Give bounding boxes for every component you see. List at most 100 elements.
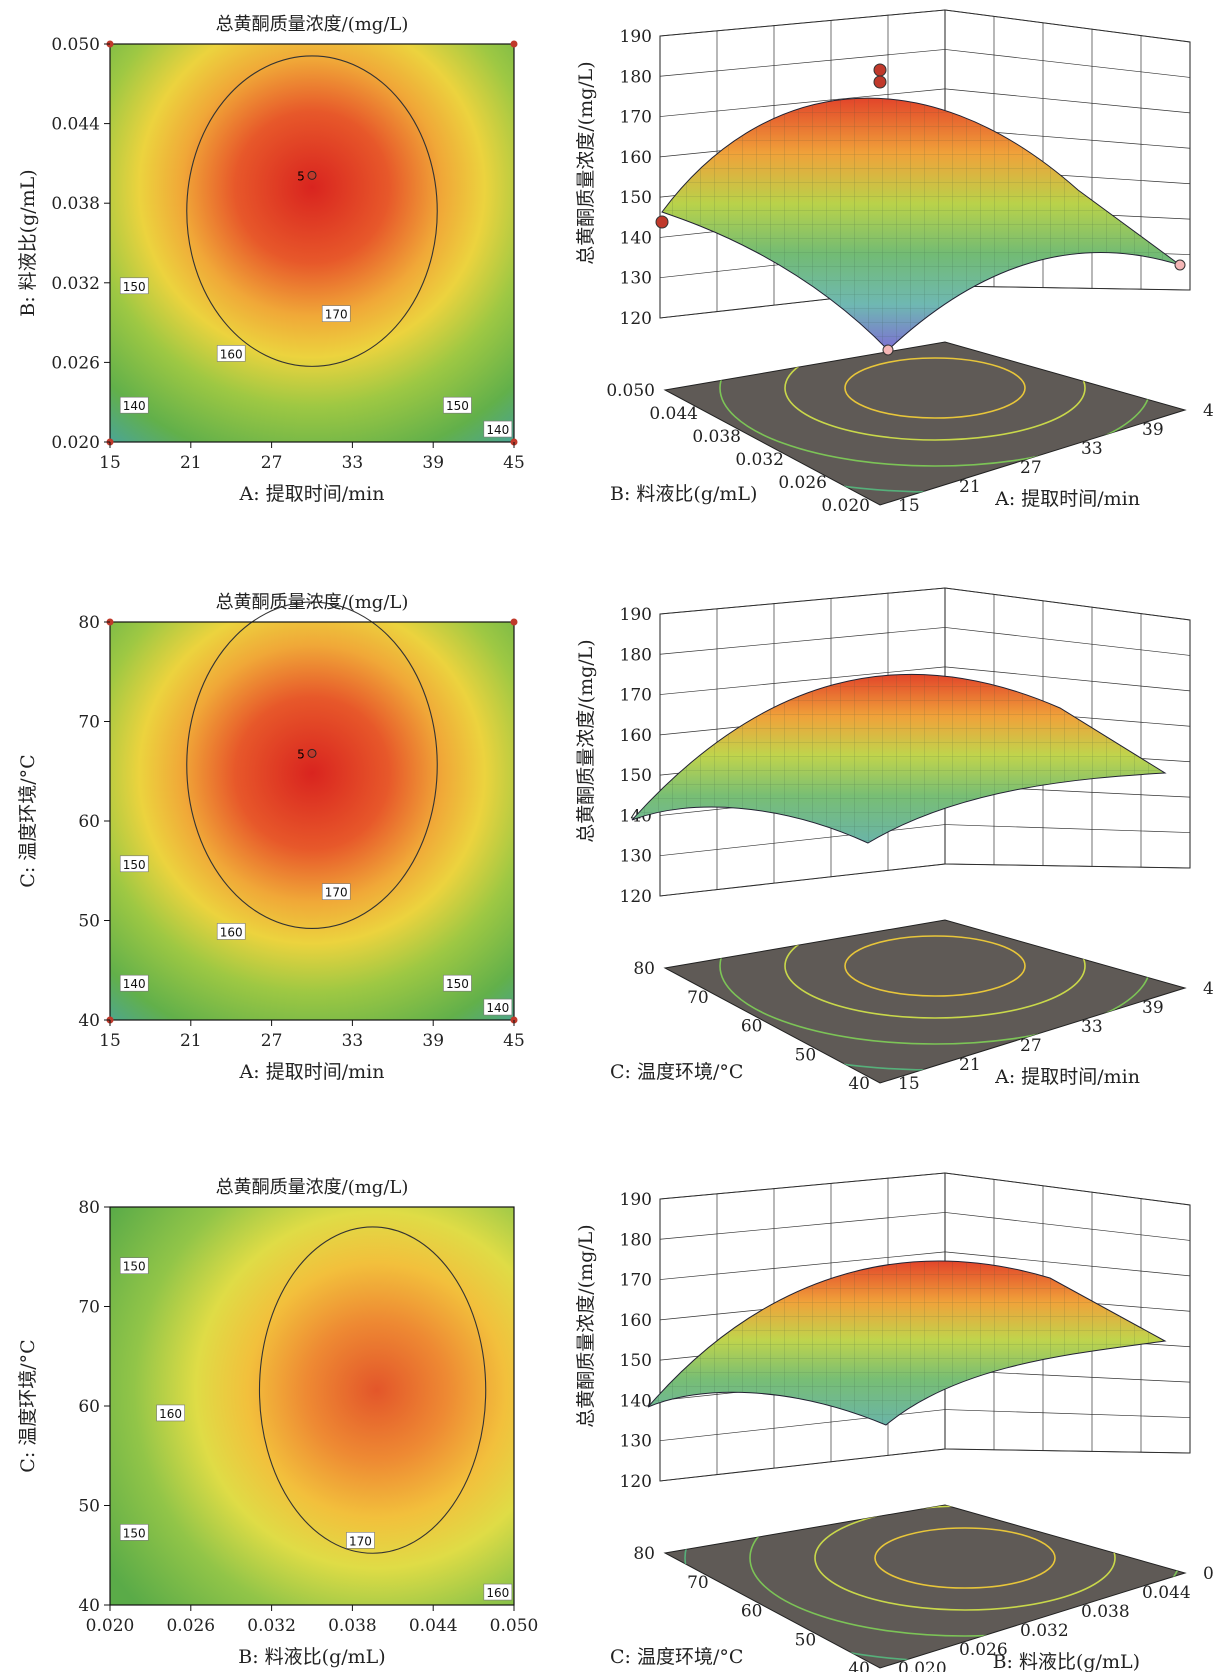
x-tick-label: 39 <box>1142 998 1164 1018</box>
y-tick-label: 50 <box>78 912 100 932</box>
z-tick-label: 120 <box>620 1472 652 1492</box>
z-tick-label: 150 <box>620 1351 652 1371</box>
x-tick-label: 0.044 <box>409 1616 458 1636</box>
center-label: 5 <box>297 169 305 183</box>
grid-line <box>659 1251 946 1280</box>
floor-contour <box>874 1527 1056 1589</box>
z-axis-label: 总黄酮质量浓度/(mg/L) <box>575 639 597 842</box>
surface-mesh <box>648 1261 1165 1425</box>
contour-heatmap <box>110 622 514 1020</box>
x-axis-label: A: 提取时间/min <box>994 1066 1140 1088</box>
y-tick-label: 70 <box>78 1298 100 1318</box>
x-tick-label: 45 <box>1203 979 1215 999</box>
contour-label-box <box>483 420 513 438</box>
contour-line <box>186 55 438 367</box>
contour-label-box <box>119 396 149 414</box>
grid-line <box>659 824 946 857</box>
y-tick-label: 0.020 <box>821 496 870 516</box>
contour-label: 160 <box>486 1586 509 1600</box>
plot-frame <box>109 43 515 443</box>
x-tick-label: 0.032 <box>247 1616 296 1636</box>
y-tick-label: 50 <box>795 1630 817 1650</box>
y-tick-label: 80 <box>78 613 100 633</box>
contour-label: 160 <box>220 925 243 939</box>
y-tick-label: 60 <box>78 812 100 832</box>
design-point <box>873 63 887 77</box>
grid-line <box>659 49 946 77</box>
contour-plot-2: 170 160 150 150 140 140 5 总黄酮质量浓度/(mg/L) 15 21 27 3… <box>17 592 525 1083</box>
grid-line <box>944 1448 1191 1454</box>
floor-contour <box>784 342 1086 441</box>
contour-label: 170 <box>325 308 348 322</box>
contour-heatmap <box>110 44 514 442</box>
grid-line <box>944 863 1191 869</box>
x-axis-label: A: 提取时间/min <box>994 488 1140 510</box>
z-axis-label: 总黄酮质量浓度/(mg/L) <box>575 1224 597 1427</box>
contour-label: 150 <box>446 977 469 991</box>
z-tick-label: 170 <box>620 108 652 128</box>
y-tick-label: 50 <box>795 1045 817 1065</box>
z-tick-label: 170 <box>620 1271 652 1291</box>
contour-label: 140 <box>486 423 509 437</box>
x-tick-label: 33 <box>1081 439 1103 459</box>
floor-contour <box>784 920 1086 1019</box>
y-axis-label: C: 温度环境/°C <box>17 1339 39 1472</box>
y-tick-label: 0.050 <box>606 381 655 401</box>
x-tick-label: 27 <box>261 453 283 473</box>
grid-line <box>944 824 1191 833</box>
y-tick-label: 50 <box>78 1497 100 1517</box>
contour-label-box <box>119 1524 149 1541</box>
contour-label-box <box>443 396 472 414</box>
contour-label: 140 <box>123 977 146 991</box>
center-point <box>307 170 317 180</box>
x-axis-label: B: 料液比(g/mL) <box>993 1651 1140 1672</box>
y-tick-label: 0.026 <box>778 473 827 493</box>
z-tick-label: 140 <box>620 228 652 248</box>
z-tick-label: 190 <box>620 1190 652 1210</box>
grid-line <box>659 1172 946 1200</box>
z-tick-label: 190 <box>620 27 652 47</box>
chart-title: 总黄酮质量浓度/(mg/L) <box>216 1177 409 1198</box>
y-tick-label: 80 <box>633 959 655 979</box>
design-point <box>882 344 894 356</box>
contour-label: 160 <box>220 347 243 361</box>
y-tick-label: 40 <box>78 1011 100 1031</box>
z-tick-label: 130 <box>620 269 652 289</box>
grid-line <box>944 627 1191 656</box>
grid-line <box>659 587 946 615</box>
design-point <box>655 215 669 229</box>
z-tick-label: 120 <box>620 887 652 907</box>
x-tick-label: 0.026 <box>959 1640 1008 1660</box>
chart-title: 总黄酮质量浓度/(mg/L) <box>216 592 409 613</box>
z-tick-label: 180 <box>620 67 652 87</box>
z-tick-label: 140 <box>620 1391 652 1411</box>
grid-line <box>659 1448 946 1482</box>
y-tick-label: 0.026 <box>51 353 100 373</box>
x-tick-label: 0.020 <box>898 1659 947 1672</box>
x-tick-label: 33 <box>342 453 364 473</box>
y-axis-label: C: 温度环境/°C <box>17 754 39 887</box>
z-tick-label: 170 <box>620 686 652 706</box>
y-tick-label: 0.044 <box>51 115 100 135</box>
contour-label-box <box>156 1404 185 1422</box>
contour-label: 150 <box>123 280 146 294</box>
surface-plot-3: 120 130 140 150 160 170 180 190 总黄酮质量浓度/(mg/L) 0.… <box>575 1172 1215 1672</box>
y-tick-label: 0.032 <box>735 450 784 470</box>
x-axis-label: A: 提取时间/min <box>239 483 385 505</box>
contour-label-box <box>321 305 351 322</box>
contour-label: 150 <box>123 858 146 872</box>
y-tick-label: 40 <box>848 1659 870 1672</box>
x-tick-label: 0.038 <box>328 1616 377 1636</box>
floor-plane <box>663 919 1187 1084</box>
contour-label: 150 <box>123 1526 146 1540</box>
grid-line <box>944 88 1191 114</box>
x-tick-label: 15 <box>99 453 121 473</box>
x-tick-label: 0.020 <box>86 1616 135 1636</box>
y-tick-label: 70 <box>687 1573 709 1593</box>
contour-label-box <box>483 998 513 1016</box>
grid-line <box>659 666 946 695</box>
x-tick-label: 0.032 <box>1020 1621 1069 1641</box>
x-tick-label: 39 <box>422 453 444 473</box>
floor-contour <box>844 357 1026 419</box>
contour-label-box <box>119 277 149 295</box>
